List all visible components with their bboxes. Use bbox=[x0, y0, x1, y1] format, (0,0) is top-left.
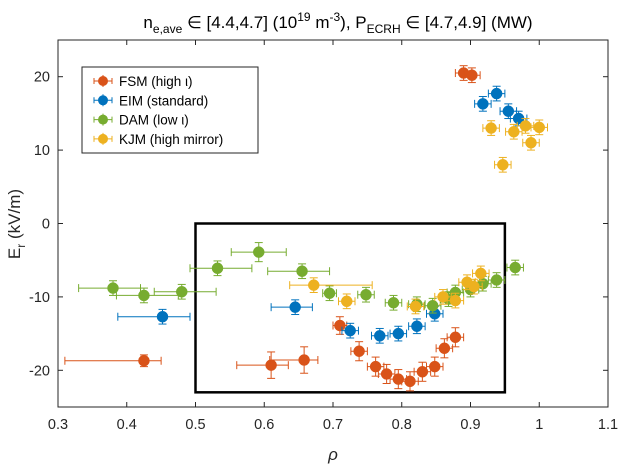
data-point bbox=[437, 291, 449, 303]
x-tick-label: 0.9 bbox=[460, 417, 480, 433]
error-bar bbox=[289, 277, 373, 293]
data-point bbox=[107, 282, 119, 294]
data-point bbox=[409, 300, 422, 313]
legend-marker bbox=[98, 76, 108, 86]
legend-label: DAM (low ι) bbox=[119, 113, 189, 128]
data-point bbox=[475, 267, 487, 280]
legend-item: FSM (high ι) bbox=[93, 74, 193, 89]
legend-label: FSM (high ι) bbox=[119, 74, 193, 89]
data-point bbox=[429, 360, 441, 373]
data-point bbox=[369, 360, 382, 373]
x-axis-ticks: 0.3 0.4 0.5 0.6 0.7 0.8 0.9 1 1.1 bbox=[48, 40, 618, 433]
data-point bbox=[374, 330, 386, 342]
legend-item: DAM (low ι) bbox=[93, 113, 189, 128]
data-point bbox=[392, 327, 405, 340]
x-tick-label: 0.3 bbox=[48, 417, 68, 433]
x-tick-label: 1.1 bbox=[598, 417, 618, 433]
data-point bbox=[438, 342, 451, 355]
data-point bbox=[211, 262, 224, 275]
legend-marker bbox=[98, 133, 108, 144]
data-point bbox=[176, 286, 188, 298]
data-point bbox=[392, 373, 405, 385]
x-tick-label: 0.7 bbox=[323, 417, 343, 433]
y-axis-ticks: -20 -10 0 10 20 bbox=[29, 70, 608, 379]
highlight-box bbox=[194, 222, 507, 394]
data-point bbox=[387, 297, 400, 309]
data-point bbox=[334, 319, 346, 332]
data-point bbox=[485, 122, 497, 134]
data-point bbox=[416, 366, 429, 378]
legend-label: EIM (standard) bbox=[119, 93, 208, 108]
y-axis-label: Er (kV/m) bbox=[5, 189, 28, 259]
x-tick-label: 1 bbox=[535, 417, 543, 433]
data-point bbox=[253, 246, 265, 258]
data-point bbox=[497, 159, 509, 171]
x-tick-label: 0.8 bbox=[392, 417, 412, 433]
y-tick-label: 0 bbox=[42, 217, 50, 233]
data-point bbox=[468, 280, 480, 293]
data-point bbox=[525, 137, 537, 149]
data-point bbox=[138, 289, 150, 302]
data-point bbox=[508, 126, 520, 138]
legend-marker bbox=[98, 95, 108, 106]
data-point bbox=[502, 105, 515, 117]
series-dam bbox=[78, 242, 524, 314]
data-series-layer bbox=[64, 65, 548, 392]
y-tick-label: 20 bbox=[34, 70, 50, 86]
data-point bbox=[426, 299, 439, 312]
chart-title: ne,ave ∈ [4.4,4.7] (1019 m-3), PECRH ∈ [… bbox=[143, 10, 532, 36]
data-point bbox=[308, 279, 320, 291]
legend-item: EIM (standard) bbox=[93, 93, 208, 108]
data-point bbox=[344, 324, 356, 337]
data-point bbox=[353, 345, 365, 357]
legend-marker bbox=[98, 114, 108, 125]
data-point bbox=[449, 331, 462, 344]
data-point bbox=[477, 98, 489, 110]
series-kjm bbox=[289, 118, 548, 315]
y-tick-label: -20 bbox=[29, 363, 50, 379]
data-point bbox=[509, 261, 521, 274]
data-point bbox=[490, 87, 503, 100]
series-fsm bbox=[64, 65, 481, 392]
data-point bbox=[533, 121, 545, 134]
x-tick-label: 0.6 bbox=[254, 417, 274, 433]
data-point bbox=[289, 301, 301, 313]
data-point bbox=[404, 375, 416, 388]
data-point bbox=[323, 287, 336, 299]
data-point bbox=[265, 359, 277, 371]
axes-frame bbox=[57, 39, 609, 408]
data-point bbox=[380, 368, 393, 380]
data-point bbox=[490, 274, 503, 286]
x-axis-label: ρ bbox=[327, 445, 338, 464]
data-point bbox=[298, 354, 310, 366]
y-tick-label: -10 bbox=[29, 290, 50, 306]
data-point bbox=[341, 295, 353, 308]
series-eim bbox=[117, 85, 528, 344]
data-point bbox=[156, 310, 169, 323]
data-point bbox=[519, 120, 532, 132]
data-point bbox=[138, 355, 150, 367]
x-tick-label: 0.5 bbox=[185, 417, 205, 433]
y-tick-label: 10 bbox=[34, 143, 50, 159]
data-point bbox=[360, 288, 372, 301]
data-point bbox=[296, 265, 308, 277]
legend-item: KJM (high mirror) bbox=[93, 132, 223, 147]
data-point bbox=[449, 294, 462, 307]
legend-label: KJM (high mirror) bbox=[119, 132, 223, 147]
highlight-box-layer bbox=[194, 222, 507, 394]
data-point bbox=[466, 69, 478, 81]
x-tick-label: 0.4 bbox=[117, 417, 137, 433]
data-point bbox=[411, 320, 423, 333]
legend: FSM (high ι) EIM (standard) DAM (low ι) KJM… bbox=[81, 66, 259, 154]
